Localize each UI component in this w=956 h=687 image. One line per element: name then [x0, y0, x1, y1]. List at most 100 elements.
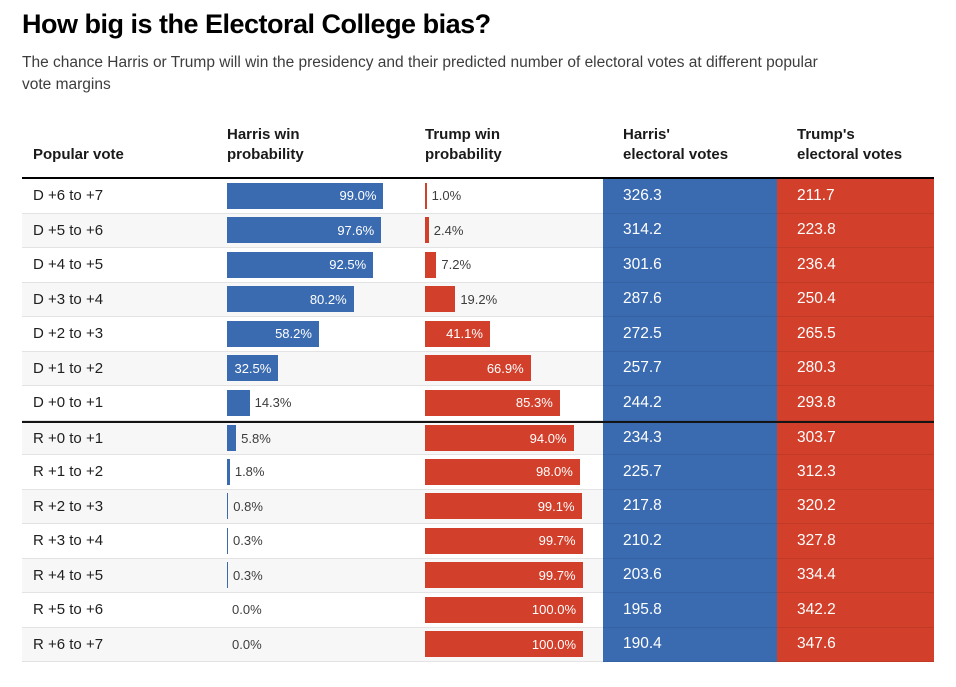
probability-bar: 85.3% — [425, 389, 560, 416]
trump-electoral-votes-value: 342.2 — [777, 593, 934, 628]
probability-bar — [425, 217, 429, 244]
table-row: D +2 to +3 58.2% 41.1% 272.5 265.5 — [22, 317, 934, 352]
table-row: D +4 to +5 92.5% 7.2% 301.6 236.4 — [22, 248, 934, 283]
page-title: How big is the Electoral College bias? — [22, 9, 491, 39]
table-row: D +0 to +1 14.3% 85.3% 244.2 293.8 — [22, 386, 934, 421]
popular-vote-label: R +1 to +2 — [22, 455, 227, 490]
header-popular-vote: Popular vote — [33, 146, 124, 163]
probability-bar: 99.1% — [425, 493, 582, 520]
harris-electoral-votes-value: 210.2 — [603, 524, 777, 559]
probability-bar-label: 5.8% — [241, 430, 271, 446]
table-row: R +4 to +5 0.3% 99.7% 203.6 334.4 — [22, 558, 934, 593]
probability-bar: 66.9% — [425, 355, 531, 382]
trump-electoral-votes-value: 211.7 — [777, 179, 934, 214]
harris-probability-bar-cell: 58.2% — [227, 317, 425, 352]
probability-bar — [425, 286, 456, 313]
electoral-bias-table: Popular vote Harris win probability Trum… — [22, 125, 934, 662]
harris-probability-bar-cell: 80.2% — [227, 282, 425, 317]
table-body: D +6 to +7 99.0% 1.0% 326.3 211.7 D +5 t… — [22, 179, 934, 662]
popular-vote-label: D +5 to +6 — [22, 213, 227, 248]
harris-electoral-votes-value: 272.5 — [603, 317, 777, 352]
probability-bar — [227, 458, 230, 485]
probability-bar-label: 100.0% — [531, 636, 576, 652]
probability-bar-label: 99.1% — [537, 498, 575, 514]
harris-electoral-votes-value: 244.2 — [603, 386, 777, 421]
probability-bar: 100.0% — [425, 596, 583, 623]
probability-bar-label: 99.7% — [538, 567, 576, 583]
probability-bar-label: 7.2% — [441, 257, 472, 273]
table-row: R +0 to +1 5.8% 94.0% 234.3 303.7 — [22, 420, 934, 455]
trump-electoral-votes-value: 303.7 — [777, 422, 934, 455]
harris-electoral-votes-value: 225.7 — [603, 455, 777, 490]
harris-probability-bar-cell: 0.8% — [227, 489, 425, 524]
probability-bar — [425, 182, 427, 209]
probability-bar-label: 0.3% — [233, 567, 263, 583]
trump-probability-bar-cell: 99.7% — [425, 558, 603, 593]
table-row: D +6 to +7 99.0% 1.0% 326.3 211.7 — [22, 179, 934, 214]
harris-electoral-votes-value: 287.6 — [603, 282, 777, 317]
probability-bar — [227, 527, 228, 554]
probability-bar: 94.0% — [425, 425, 574, 452]
probability-bar — [227, 425, 237, 452]
probability-bar: 100.0% — [425, 631, 583, 658]
probability-bar — [227, 389, 250, 416]
probability-bar-label: 85.3% — [515, 395, 553, 411]
table-row: D +3 to +4 80.2% 19.2% 287.6 250.4 — [22, 282, 934, 317]
page-subtitle: The chance Harris or Trump will win the … — [22, 54, 818, 93]
trump-electoral-votes-value: 250.4 — [777, 282, 934, 317]
probability-bar-label: 2.4% — [433, 222, 464, 238]
popular-vote-label: D +2 to +3 — [22, 317, 227, 352]
probability-bar-label: 1.8% — [234, 464, 265, 480]
table-row: R +3 to +4 0.3% 99.7% 210.2 327.8 — [22, 524, 934, 559]
harris-probability-bar-cell: 99.0% — [227, 179, 425, 214]
popular-vote-label: R +0 to +1 — [22, 422, 227, 455]
popular-vote-label: R +3 to +4 — [22, 524, 227, 559]
table-row: R +6 to +7 0.0% 100.0% 190.4 347.6 — [22, 627, 934, 662]
probability-bar: 92.5% — [227, 251, 374, 278]
table-row: D +5 to +6 97.6% 2.4% 314.2 223.8 — [22, 213, 934, 248]
trump-probability-bar-cell: 100.0% — [425, 593, 603, 628]
probability-bar: 98.0% — [425, 458, 580, 485]
trump-probability-bar-cell: 1.0% — [425, 179, 603, 214]
harris-electoral-votes-value: 314.2 — [603, 213, 777, 248]
trump-electoral-votes-value: 334.4 — [777, 558, 934, 593]
trump-probability-bar-cell: 99.7% — [425, 524, 603, 559]
trump-probability-bar-cell: 41.1% — [425, 317, 603, 352]
probability-bar-label: 0.0% — [232, 636, 262, 652]
popular-vote-label: R +5 to +6 — [22, 593, 227, 628]
probability-bar: 80.2% — [227, 286, 354, 313]
popular-vote-label: D +0 to +1 — [22, 386, 227, 421]
probability-bar-label: 14.3% — [254, 395, 292, 411]
table-header-row: Popular vote Harris win probability Trum… — [22, 125, 934, 179]
trump-probability-bar-cell: 100.0% — [425, 627, 603, 662]
header-trump-electoral-votes: Trump's electoral votes — [797, 126, 903, 163]
probability-bar: 58.2% — [227, 320, 319, 347]
popular-vote-label: D +3 to +4 — [22, 282, 227, 317]
harris-electoral-votes-value: 217.8 — [603, 489, 777, 524]
probability-bar-label: 58.2% — [275, 326, 312, 342]
harris-electoral-votes-value: 190.4 — [603, 627, 777, 662]
trump-electoral-votes-value: 327.8 — [777, 524, 934, 559]
harris-electoral-votes-value: 257.7 — [603, 351, 777, 386]
trump-probability-bar-cell: 98.0% — [425, 455, 603, 490]
table-row: R +5 to +6 0.0% 100.0% 195.8 342.2 — [22, 593, 934, 628]
harris-probability-bar-cell: 0.3% — [227, 524, 425, 559]
harris-electoral-votes-value: 203.6 — [603, 558, 777, 593]
harris-probability-bar-cell: 92.5% — [227, 248, 425, 283]
probability-bar-label: 0.0% — [232, 602, 262, 618]
table-row: R +1 to +2 1.8% 98.0% 225.7 312.3 — [22, 455, 934, 490]
probability-bar-label: 99.7% — [538, 533, 576, 549]
popular-vote-label: R +4 to +5 — [22, 558, 227, 593]
probability-bar-label: 100.0% — [531, 602, 576, 618]
popular-vote-label: D +6 to +7 — [22, 179, 227, 214]
harris-electoral-votes-value: 326.3 — [603, 179, 777, 214]
probability-bar-label: 41.1% — [446, 326, 483, 342]
trump-electoral-votes-value: 280.3 — [777, 351, 934, 386]
probability-bar-label: 92.5% — [329, 257, 367, 273]
popular-vote-label: R +2 to +3 — [22, 489, 227, 524]
probability-bar: 99.7% — [425, 527, 583, 554]
probability-bar-label: 19.2% — [460, 291, 498, 307]
trump-electoral-votes-value: 320.2 — [777, 489, 934, 524]
trump-electoral-votes-value: 293.8 — [777, 386, 934, 421]
probability-bar — [227, 493, 229, 520]
